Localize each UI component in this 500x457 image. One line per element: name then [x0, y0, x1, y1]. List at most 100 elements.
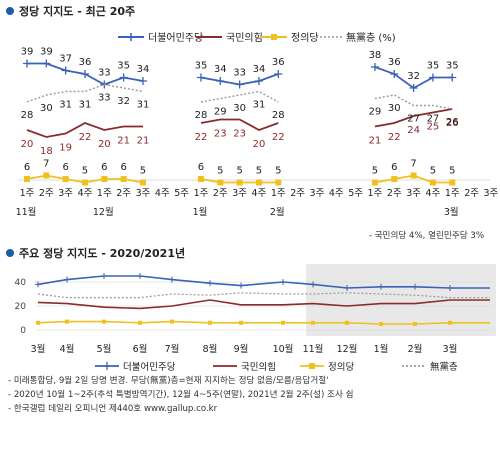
month-label: 9월: [234, 343, 249, 355]
month-label: 11월: [16, 206, 37, 218]
point-marker: [138, 320, 142, 325]
data-label: 37: [59, 54, 72, 65]
data-label: 33: [233, 68, 246, 79]
bottom-series: [35, 273, 490, 326]
data-label: 29: [214, 107, 227, 118]
point-marker: [120, 176, 127, 182]
data-label: 23: [233, 129, 246, 140]
month-label: 8월: [203, 343, 218, 355]
point-marker: [64, 276, 70, 283]
point-marker: [447, 285, 453, 291]
point-marker: [43, 172, 50, 179]
week-tick-label: 2주: [39, 188, 54, 199]
week-tick-label: 1주: [20, 188, 35, 199]
data-label: 22: [272, 132, 285, 143]
week-tick-label: 1주: [97, 188, 112, 199]
data-label: 31: [59, 100, 72, 111]
legend-marker: [271, 34, 277, 40]
point-marker: [65, 319, 69, 324]
legend-label: 더불어민주당: [123, 362, 176, 373]
week-tick-label: 1주: [368, 188, 383, 199]
month-label: 3월: [31, 343, 46, 355]
data-label: 6: [62, 162, 68, 173]
data-label: 23: [214, 129, 227, 140]
data-label: 22: [195, 132, 208, 143]
series-line: [374, 94, 453, 110]
week-tick-label: 3주: [484, 188, 499, 199]
point-marker: [378, 283, 384, 290]
point-marker: [448, 320, 452, 325]
series-line: [37, 299, 490, 310]
legend-marker: [127, 33, 135, 41]
top-data-labels: 39 39 37 36 33 35 34 35 34 33 34 36 38 36 32 35 35 20 18 19…: [21, 47, 459, 177]
point-marker: [255, 179, 262, 186]
week-tick-label: 3주: [58, 188, 73, 199]
point-marker: [138, 77, 147, 85]
point-marker: [311, 320, 315, 325]
title-bullet-icon: [6, 249, 14, 257]
month-label: 1월: [374, 343, 389, 355]
point-marker: [102, 319, 106, 324]
data-label: 31: [137, 100, 150, 111]
data-label: 5: [449, 166, 455, 177]
point-marker: [35, 281, 41, 288]
week-tick-label: 4주: [252, 188, 267, 199]
point-marker: [254, 77, 263, 85]
bottom-x-axis: 3월 4월 5월 6월 7월 8월 9월 10월 11월 12월 1월 2월 3월: [31, 343, 458, 355]
data-label: 27: [427, 114, 440, 125]
data-label: 20: [253, 139, 266, 150]
point-marker: [371, 179, 378, 186]
data-label: 31: [79, 100, 92, 111]
point-marker: [36, 320, 40, 325]
week-tick-label: 5주: [174, 188, 189, 199]
data-label: 26: [446, 118, 459, 129]
month-label: 12월: [337, 343, 358, 355]
point-marker: [208, 320, 212, 325]
point-marker: [448, 73, 457, 82]
data-label: 21: [117, 136, 130, 147]
week-tick-label: 2주: [116, 188, 131, 199]
legend-label: 無黨층: [430, 361, 458, 373]
week-tick-label: 1주: [194, 188, 209, 199]
data-label: 22: [79, 132, 92, 143]
week-tick-label: 1주: [271, 188, 286, 199]
week-tick-label: 2주: [213, 188, 228, 199]
data-label: 29: [369, 107, 382, 118]
data-label: 6: [24, 162, 30, 173]
data-label: 6: [101, 162, 107, 173]
month-label: 12월: [93, 206, 114, 218]
legend-label: 無黨층 (%): [346, 31, 396, 44]
data-label: 19: [59, 143, 72, 154]
point-marker: [217, 179, 224, 186]
top-footnote: - 국민의당 4%, 열린민주당 3%: [368, 231, 484, 241]
data-label: 18: [40, 146, 53, 157]
series-line: [200, 90, 279, 103]
data-label: 31: [253, 100, 266, 111]
data-label: 21: [137, 136, 150, 147]
data-label: 38: [369, 50, 382, 61]
data-label: 5: [217, 166, 223, 177]
point-marker: [80, 70, 89, 78]
point-marker: [429, 179, 436, 186]
data-label: 30: [233, 103, 246, 114]
data-label: 21: [369, 136, 382, 147]
point-marker: [61, 66, 70, 75]
point-marker: [42, 59, 51, 68]
point-marker: [101, 273, 107, 279]
point-marker: [236, 179, 243, 186]
series-line: [200, 118, 279, 131]
week-tick-label: 5주: [348, 188, 363, 199]
data-label: 33: [98, 68, 111, 79]
data-label: 33: [98, 93, 111, 104]
data-label: 36: [272, 57, 285, 68]
data-label: 5: [275, 166, 281, 177]
series-line: [374, 108, 453, 128]
data-label: 24: [407, 125, 420, 136]
month-label: 3월: [443, 343, 458, 355]
point-marker: [170, 319, 174, 324]
point-marker: [275, 179, 282, 186]
legend-label: 더불어민주당: [148, 32, 203, 44]
data-label: 5: [256, 166, 262, 177]
series-line: [37, 320, 490, 325]
data-label: 34: [137, 64, 150, 75]
